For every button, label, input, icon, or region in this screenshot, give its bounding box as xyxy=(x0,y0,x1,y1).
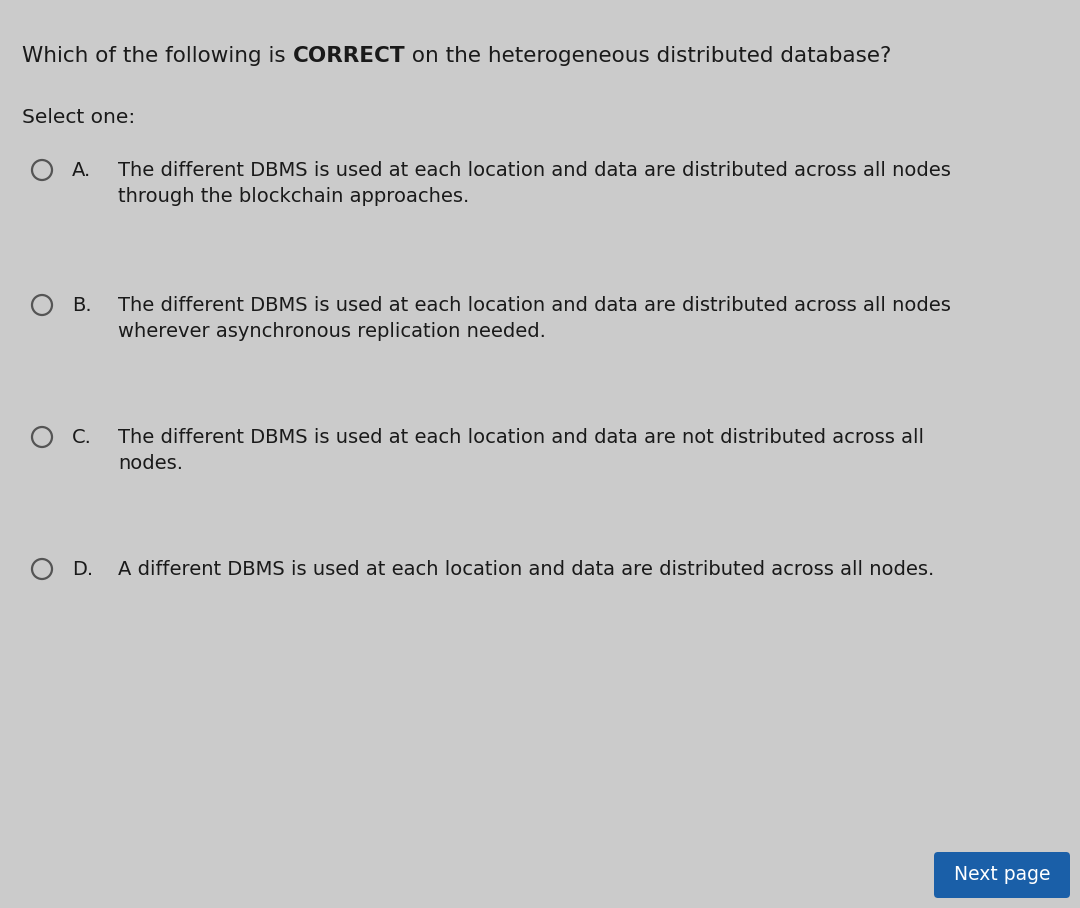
Text: A different DBMS is used at each location and data are distributed across all no: A different DBMS is used at each locatio… xyxy=(118,560,934,579)
Text: C.: C. xyxy=(72,428,92,447)
Text: nodes.: nodes. xyxy=(118,454,183,473)
Text: Select one:: Select one: xyxy=(22,108,135,127)
Text: A.: A. xyxy=(72,161,91,180)
Text: wherever asynchronous replication needed.: wherever asynchronous replication needed… xyxy=(118,322,545,341)
Text: B.: B. xyxy=(72,296,92,315)
Text: CORRECT: CORRECT xyxy=(293,46,405,66)
Text: on the heterogeneous distributed database?: on the heterogeneous distributed databas… xyxy=(405,46,891,66)
Text: Next page: Next page xyxy=(954,865,1050,884)
FancyBboxPatch shape xyxy=(934,852,1070,898)
Text: The different DBMS is used at each location and data are not distributed across : The different DBMS is used at each locat… xyxy=(118,428,924,447)
Text: through the blockchain approaches.: through the blockchain approaches. xyxy=(118,187,469,206)
Text: Which of the following is: Which of the following is xyxy=(22,46,293,66)
Text: The different DBMS is used at each location and data are distributed across all : The different DBMS is used at each locat… xyxy=(118,161,950,180)
Text: The different DBMS is used at each location and data are distributed across all : The different DBMS is used at each locat… xyxy=(118,296,950,315)
Text: D.: D. xyxy=(72,560,93,579)
